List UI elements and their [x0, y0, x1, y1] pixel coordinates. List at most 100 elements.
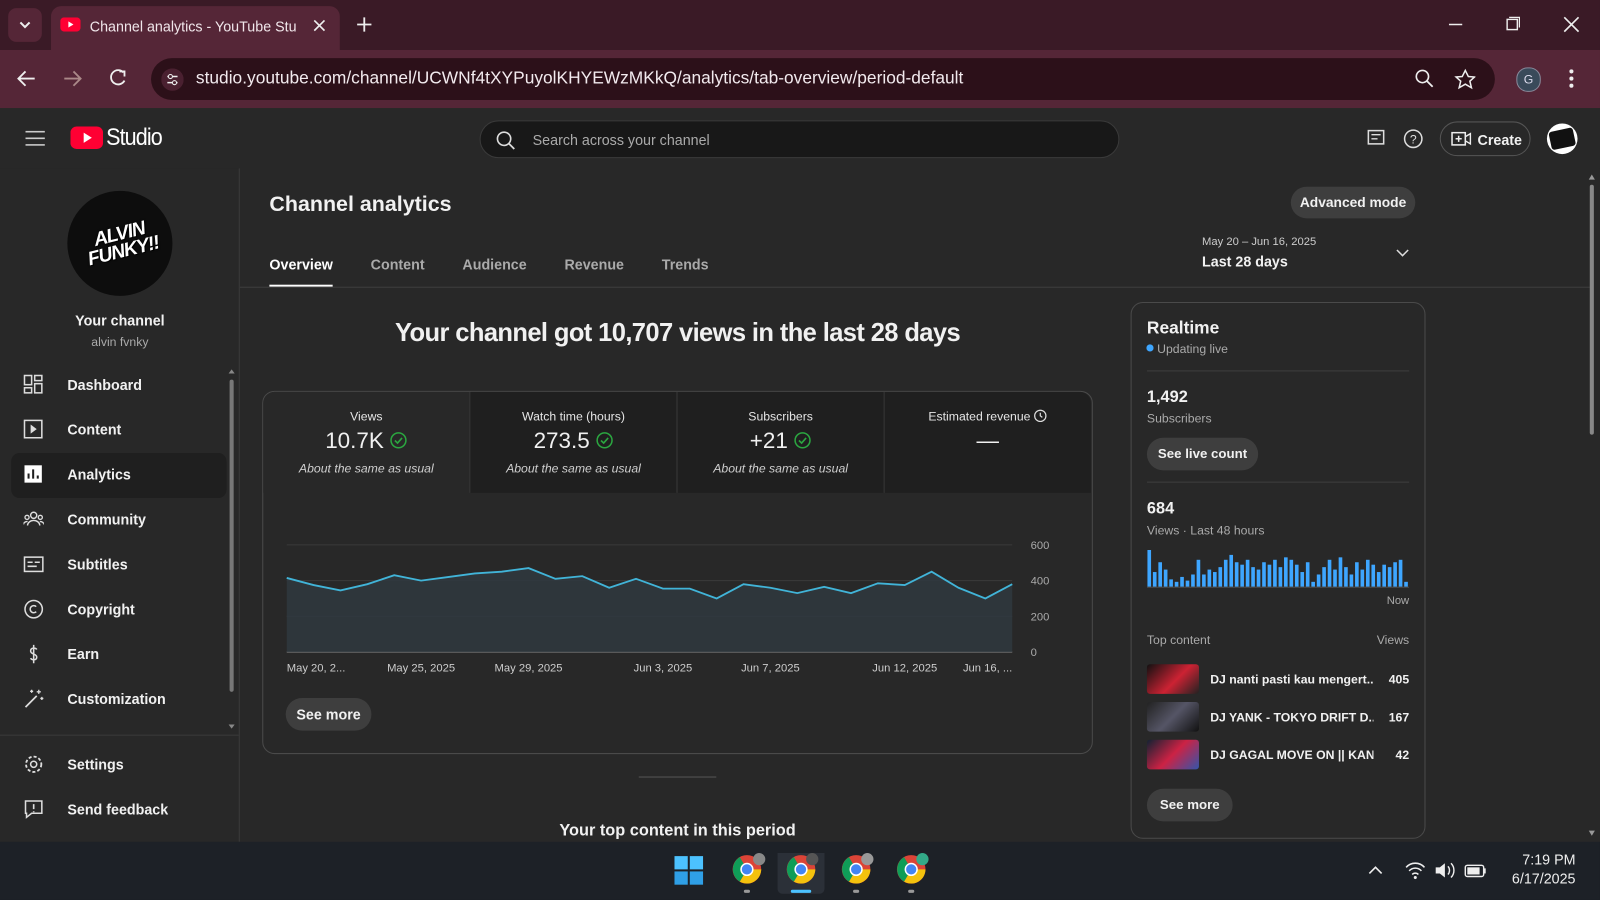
- nav-item[interactable]: Customization: [11, 678, 226, 723]
- realtime-status: Updating live: [1157, 341, 1228, 357]
- graphic: [25, 755, 43, 773]
- metric-tab[interactable]: Views 10.7K About the same as usual: [263, 391, 471, 493]
- browser-tab[interactable]: Channel analytics - YouTube Stu: [51, 6, 340, 50]
- views-column-label: Views: [1376, 632, 1410, 647]
- advanced-mode-button[interactable]: Advanced mode: [1290, 186, 1416, 219]
- bar: [1300, 572, 1305, 587]
- nav-item[interactable]: Community: [11, 498, 226, 543]
- graphic: [790, 889, 812, 893]
- account-avatar[interactable]: [1546, 123, 1578, 155]
- period-range: May 20 – Jun 16, 2025: [1202, 235, 1317, 248]
- nav-label: Earn: [67, 645, 100, 663]
- graphic: [689, 871, 704, 885]
- nav-icon: [29, 644, 38, 664]
- video-title[interactable]: DJ YANK - TOKYO DRIFT D...: [1210, 710, 1374, 725]
- analytics-tab[interactable]: Content: [370, 256, 425, 273]
- graphic: [24, 695, 38, 708]
- realtime-views-label: Views · Last 48 hours: [1146, 523, 1265, 538]
- graphic: [1569, 69, 1574, 74]
- menu-button[interactable]: [25, 130, 45, 146]
- site-info-icon[interactable]: [161, 68, 184, 91]
- nav-item[interactable]: Dashboard: [11, 363, 226, 408]
- video-thumbnail[interactable]: [1146, 739, 1199, 770]
- metric-tab[interactable]: Estimated revenue —: [884, 391, 1091, 493]
- x-tick-label: Jun 12, 2025: [872, 662, 937, 674]
- metric-tab[interactable]: Subscribers +21 About the same as usual: [677, 391, 885, 493]
- info-icon[interactable]: [1034, 409, 1047, 423]
- x-tick-label: May 29, 2025: [495, 662, 563, 674]
- bar: [1398, 559, 1403, 587]
- header-icons[interactable]: ?: [1366, 129, 1427, 149]
- bar: [1393, 562, 1397, 587]
- analytics-tab[interactable]: Audience: [462, 256, 527, 273]
- nav-item[interactable]: Analytics: [11, 453, 227, 498]
- video-title[interactable]: DJ nanti pasti kau mengert...: [1210, 672, 1374, 687]
- tab-search-button[interactable]: [8, 8, 42, 42]
- nav-item[interactable]: Send feedback: [11, 788, 226, 833]
- url-text: studio.youtube.com/channel/UCWNf4tXYPuyo…: [195, 68, 964, 88]
- profile-avatar[interactable]: G: [1516, 67, 1541, 92]
- graphic: [861, 853, 874, 866]
- metric-tab[interactable]: Watch time (hours) 273.5 About the same a…: [470, 391, 678, 493]
- graphic: [229, 379, 234, 692]
- see-live-count-button[interactable]: See live count: [1146, 437, 1259, 471]
- channel-label: Your channel: [75, 312, 165, 329]
- realtime-see-more[interactable]: See more: [1146, 788, 1233, 822]
- bar: [1234, 562, 1239, 587]
- graphic: [1425, 79, 1434, 88]
- create-button[interactable]: Create: [1439, 121, 1531, 157]
- graphic: [1464, 864, 1485, 878]
- browser-menu[interactable]: [1568, 68, 1574, 88]
- video-thumbnail[interactable]: [1146, 702, 1199, 732]
- metric-label: Estimated revenue: [885, 409, 1091, 423]
- analytics-tab[interactable]: Trends: [661, 256, 709, 273]
- clock-date: 6/17/2025: [1511, 870, 1576, 887]
- system-tray[interactable]: [1367, 860, 1489, 880]
- y-tick-label: 0: [1031, 647, 1037, 659]
- search-box[interactable]: Search across your channel: [479, 120, 1120, 159]
- metric-note: About the same as usual: [298, 461, 434, 476]
- analytics-tab[interactable]: Overview: [269, 256, 333, 273]
- realtime-card: [1130, 302, 1426, 839]
- channel-avatar[interactable]: ALVIN FUNKY!!: [67, 190, 173, 296]
- page-scrollbar: [1588, 174, 1595, 836]
- graphic: [110, 69, 126, 86]
- nav-item[interactable]: Subtitles: [11, 543, 226, 588]
- graphic: [23, 419, 43, 439]
- graphic: [1588, 174, 1595, 180]
- graphic: [390, 432, 407, 449]
- bar: [1382, 564, 1386, 587]
- graphic: [753, 853, 766, 866]
- metric-label: Views: [350, 409, 383, 424]
- graphic: ?: [1410, 132, 1417, 146]
- bar: [1158, 562, 1162, 587]
- taskbar-apps[interactable]: [673, 853, 938, 894]
- graphic: [228, 369, 235, 729]
- subscriber-label: Subscribers: [1146, 411, 1212, 426]
- window-controls[interactable]: [1447, 16, 1585, 33]
- nav-item[interactable]: Copyright: [11, 588, 226, 633]
- tab-close[interactable]: [312, 18, 326, 32]
- see-more-button[interactable]: See more: [285, 697, 372, 731]
- nav-buttons[interactable]: [16, 68, 136, 88]
- metric-value: 10.7K: [263, 428, 469, 457]
- nav-item[interactable]: Earn: [11, 633, 226, 678]
- analytics-tab[interactable]: Revenue: [564, 256, 624, 273]
- youtube-logo[interactable]: [70, 126, 104, 149]
- graphic: [1039, 412, 1043, 418]
- period-dropdown[interactable]: [1396, 249, 1409, 257]
- metric-label: Subscribers: [748, 409, 813, 424]
- video-thumbnail[interactable]: [1146, 664, 1199, 694]
- graphic: [908, 889, 915, 893]
- nav-item[interactable]: Content: [11, 408, 226, 453]
- top-content-label: Top content: [1146, 632, 1211, 647]
- nav-item[interactable]: Settings: [11, 743, 226, 788]
- overview-card: [262, 390, 1093, 755]
- address-bar[interactable]: studio.youtube.com/channel/UCWNf4tXYPuyo…: [151, 58, 1495, 100]
- graphic: [29, 511, 38, 520]
- address-icons[interactable]: [1414, 68, 1476, 90]
- new-tab[interactable]: [356, 16, 372, 32]
- video-title[interactable]: DJ GAGAL MOVE ON || KAN...: [1210, 747, 1374, 763]
- tab-favicon: [60, 17, 81, 32]
